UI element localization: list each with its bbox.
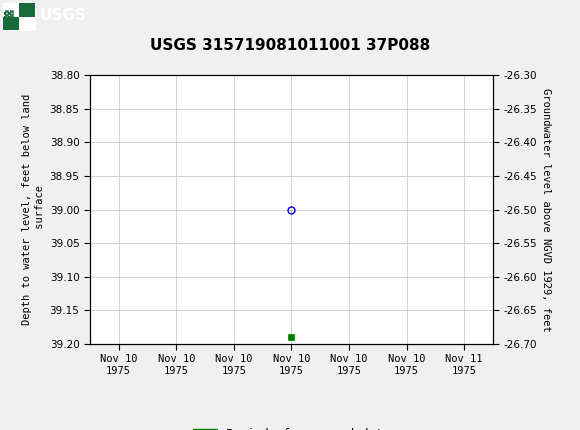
Bar: [3, 16, 19, 31]
Legend: Period of approved data: Period of approved data: [188, 423, 394, 430]
Bar: [3, 3, 19, 16]
FancyBboxPatch shape: [3, 3, 35, 31]
Bar: [19, 3, 35, 16]
Text: ▓: ▓: [3, 10, 13, 23]
Bar: [19, 16, 35, 31]
Y-axis label: Depth to water level, feet below land
 surface: Depth to water level, feet below land su…: [22, 94, 45, 325]
Text: USGS 315719081011001 37P088: USGS 315719081011001 37P088: [150, 38, 430, 52]
Text: USGS: USGS: [39, 8, 86, 23]
Y-axis label: Groundwater level above NGVD 1929, feet: Groundwater level above NGVD 1929, feet: [541, 88, 551, 332]
